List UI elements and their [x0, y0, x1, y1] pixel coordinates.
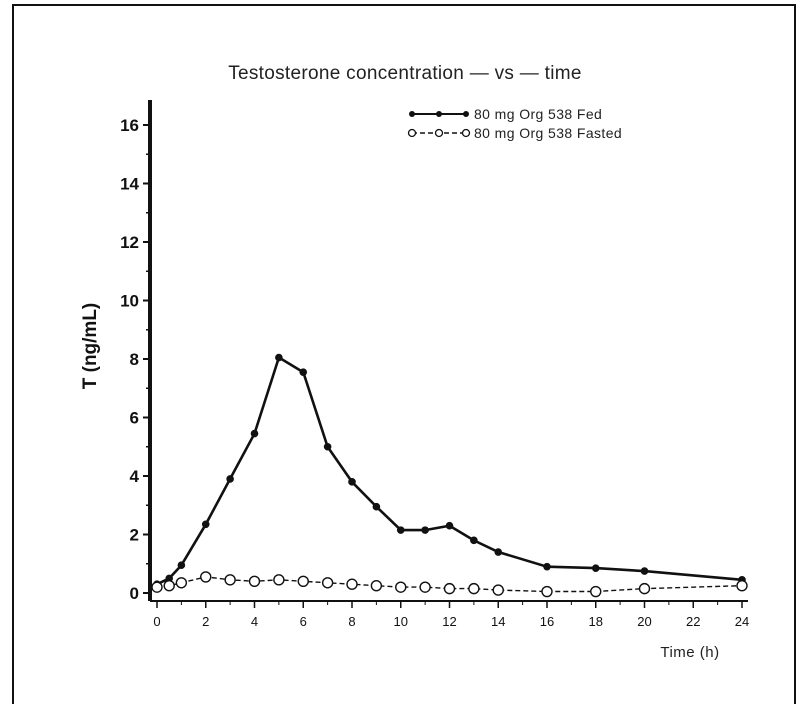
x-tick-label: 20 — [637, 614, 651, 629]
x-tick-label: 12 — [442, 614, 456, 629]
x-tick-label: 22 — [686, 614, 700, 629]
x-tick-label: 18 — [589, 614, 603, 629]
series-1-point — [248, 575, 261, 587]
series-line-1 — [156, 576, 743, 593]
series-0-point — [372, 502, 381, 511]
y-tick-label: 12 — [120, 233, 139, 252]
series-0-point — [470, 536, 478, 545]
x-axis-label: Time (h) — [660, 644, 719, 661]
x-tick-label: 4 — [251, 614, 258, 629]
series-0-point — [494, 548, 503, 556]
series-1-point — [590, 585, 602, 598]
legend-entry-fed: 80 mg Org 538 Fed — [409, 106, 602, 122]
y-tick-label: 10 — [120, 292, 139, 311]
x-tick-label: 8 — [348, 614, 355, 629]
series-0-point — [445, 521, 454, 530]
y-tick-label: 8 — [130, 350, 139, 369]
series-1-point — [151, 581, 163, 593]
y-tick-label: 4 — [130, 467, 140, 486]
series-1-point — [321, 577, 334, 589]
series-0-point — [275, 353, 283, 362]
series-1-point — [492, 584, 504, 596]
legend-marker-fed — [436, 111, 442, 117]
legend: 80 mg Org 538 Fed 80 mg Org 538 Fasted — [407, 106, 622, 141]
y-tick-label: 0 — [130, 584, 139, 603]
y-tick-label: 6 — [130, 409, 139, 428]
y-tick-label: 2 — [130, 526, 139, 545]
series-1-point — [468, 582, 480, 595]
x-tick-label: 16 — [540, 614, 554, 629]
series-0-point — [396, 526, 405, 534]
series-1-point — [297, 575, 309, 587]
legend-marker-fasted — [461, 128, 471, 138]
series-0-point — [226, 475, 234, 483]
series-1-point — [346, 578, 358, 590]
series-1-point — [175, 577, 188, 589]
legend-marker-fed — [463, 111, 469, 117]
x-tick-label: 2 — [202, 614, 209, 629]
legend-marker-fasted — [434, 128, 444, 138]
chart-title: Testosterone concentration — vs — time — [228, 63, 582, 84]
axes — [143, 100, 748, 608]
chart-frame — [12, 4, 796, 704]
series-1-point — [273, 574, 285, 586]
series-1-point — [638, 582, 651, 595]
series-layer — [151, 353, 748, 598]
series-0-point — [348, 478, 356, 486]
series-0-point — [323, 442, 332, 451]
series-1-point — [541, 585, 553, 598]
series-1-point — [200, 571, 212, 583]
series-1-point — [395, 581, 407, 593]
series-0-point — [421, 526, 429, 534]
series-1-point — [224, 574, 236, 586]
series-1-point — [736, 579, 748, 592]
series-1-point — [443, 582, 456, 595]
x-tick-label: 6 — [300, 614, 307, 629]
y-tick-label: 16 — [120, 116, 139, 135]
legend-marker-fasted — [407, 128, 417, 138]
x-tick-label: 14 — [491, 614, 505, 629]
y-axis-label: T (ng/mL) — [80, 303, 101, 390]
legend-entry-fasted: 80 mg Org 538 Fasted — [407, 125, 622, 141]
legend-label-fed: 80 mg Org 538 Fed — [474, 106, 602, 122]
series-0-point — [543, 562, 551, 571]
legend-label-fasted: 80 mg Org 538 Fasted — [474, 125, 622, 141]
x-tick-label: 24 — [735, 614, 749, 629]
series-0-point — [250, 429, 259, 438]
legend-marker-fed — [409, 111, 415, 117]
series-0-point — [201, 520, 210, 529]
y-tick-label: 14 — [120, 175, 139, 194]
series-0-point — [591, 564, 600, 572]
series-0-point — [165, 574, 173, 583]
x-tick-label: 0 — [153, 614, 160, 629]
series-0-point — [299, 368, 308, 376]
series-line-0 — [156, 355, 743, 586]
series-1-point — [419, 581, 431, 593]
x-tick-label: 10 — [394, 614, 408, 629]
series-0-point — [177, 561, 186, 570]
series-0-point — [640, 567, 649, 575]
series-1-point — [163, 579, 175, 592]
series-1-point — [370, 579, 383, 592]
